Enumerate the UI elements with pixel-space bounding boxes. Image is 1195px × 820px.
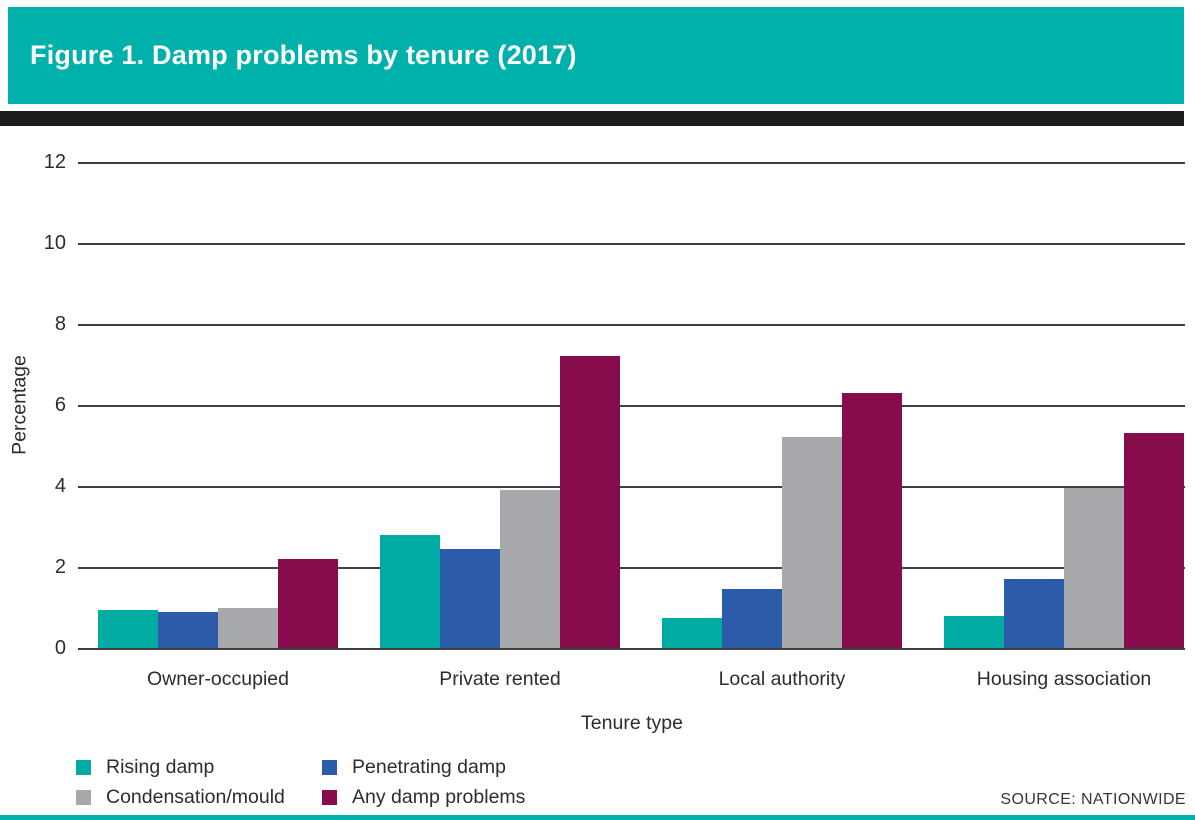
- bar-rising-damp: [944, 615, 1004, 648]
- legend-swatch: [76, 789, 91, 805]
- bar-penetrating-damp: [1004, 579, 1064, 648]
- legend-item: Any damp problems: [322, 786, 525, 808]
- bar-rising-damp: [98, 609, 158, 648]
- bar-condensation-mould: [1064, 488, 1124, 648]
- legend-item: Condensation/mould: [76, 786, 285, 808]
- category-label: Local authority: [718, 668, 846, 690]
- gridline-4: [78, 486, 1185, 488]
- y-tick-label: 6: [54, 394, 66, 416]
- category-label: Housing association: [976, 668, 1152, 690]
- y-tick-label: 2: [54, 556, 66, 578]
- legend-swatch: [322, 759, 337, 775]
- figure-title: Figure 1. Damp problems by tenure (2017): [30, 40, 577, 70]
- y-tick-label: 0: [54, 637, 66, 659]
- legend-label: Condensation/mould: [106, 785, 285, 808]
- gridline-8: [78, 324, 1185, 326]
- legend-swatch: [322, 789, 337, 805]
- gridline-6: [78, 405, 1185, 407]
- bar-penetrating-damp: [440, 548, 500, 648]
- gridline-2: [78, 567, 1185, 569]
- bar-any-damp-problems: [278, 558, 338, 648]
- bar-penetrating-damp: [158, 611, 218, 648]
- header-divider-rule: [0, 111, 1184, 126]
- x-axis-title: Tenure type: [581, 712, 683, 734]
- bar-rising-damp: [380, 534, 440, 648]
- gridline-10: [78, 243, 1185, 245]
- bar-rising-damp: [662, 617, 722, 648]
- legend-label: Rising damp: [106, 755, 215, 778]
- category-label: Owner-occupied: [147, 668, 289, 690]
- source-note: SOURCE: NATIONWIDE: [1000, 791, 1186, 808]
- legend-item: Rising damp: [76, 756, 214, 778]
- legend-swatch: [76, 759, 91, 775]
- legend-label: Any damp problems: [352, 785, 526, 808]
- gridline-12: [78, 162, 1185, 164]
- bar-condensation-mould: [218, 607, 278, 648]
- bar-penetrating-damp: [722, 589, 782, 648]
- figure-header-band: Figure 1. Damp problems by tenure (2017): [8, 7, 1184, 104]
- x-axis-baseline: [78, 648, 1185, 650]
- bar-any-damp-problems: [1124, 433, 1184, 648]
- bar-any-damp-problems: [560, 356, 620, 648]
- category-label: Private rented: [439, 668, 561, 690]
- bar-any-damp-problems: [842, 392, 902, 648]
- y-tick-label: 10: [43, 232, 66, 254]
- bar-condensation-mould: [782, 437, 842, 648]
- bottom-accent-rule: [0, 815, 1195, 820]
- y-tick-label: 8: [54, 313, 66, 335]
- bar-condensation-mould: [500, 490, 560, 648]
- legend-label: Penetrating damp: [352, 755, 506, 778]
- y-tick-label: 12: [43, 151, 66, 173]
- legend-item: Penetrating damp: [322, 756, 506, 778]
- y-tick-label: 4: [54, 475, 66, 497]
